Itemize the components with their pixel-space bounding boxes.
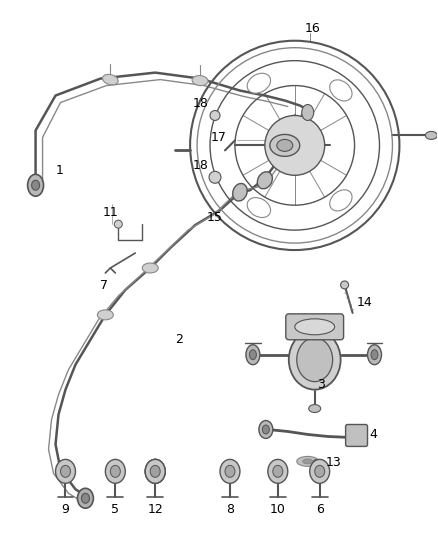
FancyBboxPatch shape <box>286 314 343 340</box>
Ellipse shape <box>102 75 118 85</box>
Ellipse shape <box>262 425 269 434</box>
Text: 12: 12 <box>147 503 163 516</box>
Text: 16: 16 <box>305 22 321 35</box>
Text: 18: 18 <box>193 159 209 172</box>
Ellipse shape <box>330 80 352 101</box>
Ellipse shape <box>106 459 125 483</box>
Ellipse shape <box>246 345 260 365</box>
Ellipse shape <box>225 465 235 478</box>
Ellipse shape <box>56 459 75 483</box>
Ellipse shape <box>233 183 247 201</box>
Text: 13: 13 <box>326 456 341 469</box>
Text: 17: 17 <box>211 131 227 144</box>
Ellipse shape <box>303 459 313 464</box>
Ellipse shape <box>258 172 272 189</box>
Circle shape <box>114 220 122 228</box>
Ellipse shape <box>247 73 271 93</box>
Ellipse shape <box>142 263 158 273</box>
Text: 18: 18 <box>193 97 209 110</box>
Ellipse shape <box>297 456 319 466</box>
Text: 3: 3 <box>317 378 325 391</box>
Ellipse shape <box>425 132 437 140</box>
Ellipse shape <box>145 459 165 483</box>
Ellipse shape <box>297 338 332 382</box>
Text: 5: 5 <box>111 503 119 516</box>
Ellipse shape <box>210 110 220 120</box>
Text: 1: 1 <box>56 164 64 177</box>
Ellipse shape <box>310 459 330 483</box>
Ellipse shape <box>209 171 221 183</box>
Ellipse shape <box>150 465 160 478</box>
Ellipse shape <box>192 76 208 86</box>
Text: 4: 4 <box>370 428 378 441</box>
Ellipse shape <box>268 459 288 483</box>
Ellipse shape <box>371 350 378 360</box>
Ellipse shape <box>32 180 39 190</box>
Text: 6: 6 <box>316 503 324 516</box>
Ellipse shape <box>145 459 165 483</box>
Ellipse shape <box>60 465 71 478</box>
Text: 14: 14 <box>357 296 372 309</box>
Ellipse shape <box>78 488 93 508</box>
Ellipse shape <box>28 174 43 196</box>
Ellipse shape <box>247 198 271 217</box>
Text: 9: 9 <box>62 503 70 516</box>
Ellipse shape <box>220 459 240 483</box>
Ellipse shape <box>259 421 273 439</box>
Ellipse shape <box>145 459 165 483</box>
Ellipse shape <box>295 319 335 335</box>
Ellipse shape <box>270 134 300 156</box>
Ellipse shape <box>302 104 314 120</box>
Text: 10: 10 <box>270 503 286 516</box>
FancyBboxPatch shape <box>346 424 367 447</box>
Ellipse shape <box>309 405 321 413</box>
Ellipse shape <box>81 493 89 503</box>
Ellipse shape <box>249 350 256 360</box>
Ellipse shape <box>97 310 113 320</box>
Ellipse shape <box>367 345 381 365</box>
Text: 15: 15 <box>207 211 223 224</box>
Text: 11: 11 <box>102 206 118 219</box>
Ellipse shape <box>150 465 160 478</box>
Ellipse shape <box>314 459 318 463</box>
Ellipse shape <box>110 465 120 478</box>
Text: 8: 8 <box>226 503 234 516</box>
Text: 2: 2 <box>175 333 183 346</box>
Ellipse shape <box>341 281 349 289</box>
Circle shape <box>265 116 325 175</box>
Ellipse shape <box>314 465 325 478</box>
Ellipse shape <box>330 190 352 211</box>
Ellipse shape <box>277 140 293 151</box>
Ellipse shape <box>289 330 341 390</box>
Ellipse shape <box>273 465 283 478</box>
Text: 7: 7 <box>100 279 108 293</box>
